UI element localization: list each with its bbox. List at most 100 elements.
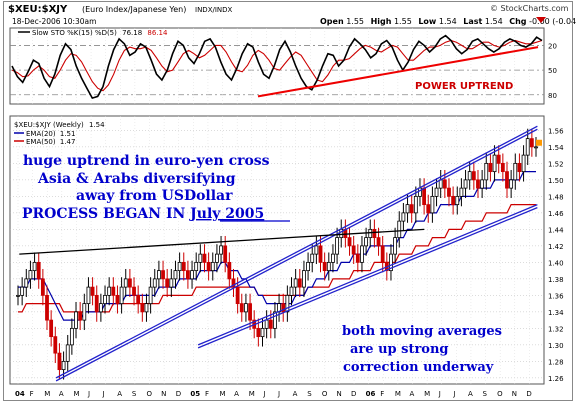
bar-body: [74, 311, 78, 329]
bar-body: [264, 319, 269, 329]
down-arrow-icon: [536, 17, 546, 23]
annotation-line-4-prefix: PROCESS BEGAN IN: [22, 206, 190, 222]
bar-body: [430, 195, 435, 214]
annotation-line-4: PROCESS BEGAN IN July 2005: [22, 206, 264, 222]
bar-body: [173, 270, 178, 280]
bar-body: [455, 195, 460, 206]
bar-body: [331, 253, 335, 263]
sto-tick-labels: 80 50 20: [548, 42, 557, 99]
low-value: 1.54: [439, 17, 457, 26]
bar-body: [248, 303, 252, 321]
bar-body: [376, 237, 381, 247]
ohlc-bar: [418, 178, 422, 207]
bar-body: [467, 171, 472, 181]
sto-series: [11, 34, 543, 100]
bar-body: [115, 294, 120, 305]
exchange-label: INDX/INDX: [195, 6, 233, 14]
ohlc-bar: [219, 235, 223, 265]
x-label-0: 04: [15, 390, 25, 398]
upper-channel-b: [55, 128, 538, 382]
price-tick-1.28: 1.28: [548, 358, 564, 366]
bar-body: [210, 261, 215, 272]
x-label-28: M: [424, 390, 430, 398]
ohlc-bar: [210, 252, 215, 281]
bar-body: [335, 237, 339, 255]
ohlc-bar: [198, 244, 203, 273]
bar-body: [82, 303, 87, 321]
ohlc-bar: [397, 211, 402, 248]
bar-body: [165, 278, 170, 288]
bar-body: [144, 303, 149, 313]
bar-body: [492, 154, 497, 173]
ohlc-bar: [90, 277, 95, 306]
bar-body: [161, 270, 165, 280]
ema20-line: [18, 171, 536, 321]
ohlc-bar: [115, 285, 120, 314]
x-label-26: M: [395, 390, 401, 398]
bar-body: [127, 278, 132, 288]
power-uptrend-annotation: POWER UPTREND: [415, 81, 513, 92]
sto-tick-80: 80: [548, 92, 557, 100]
bar-body: [285, 294, 290, 313]
bar-body: [45, 294, 49, 321]
x-label-6: J: [102, 390, 105, 398]
ohlc-bar: [148, 277, 153, 314]
price-tick-1.26: 1.26: [548, 375, 564, 383]
ohlc-bar: [82, 293, 87, 331]
bar-body: [488, 162, 493, 173]
bar-body: [409, 204, 414, 214]
bar-body: [136, 294, 141, 305]
bar-body: [111, 286, 116, 296]
ohlc-bar: [422, 178, 427, 215]
bar-body: [293, 278, 298, 288]
ohlc-bar: [509, 169, 514, 199]
bar-body: [310, 253, 315, 263]
bar-body: [223, 245, 228, 263]
ohlc-bar: [289, 277, 294, 306]
ohlc-bar: [351, 235, 356, 265]
ohlc-bar: [119, 277, 124, 314]
ohlc-bar: [297, 268, 302, 298]
ohlc-readout: Open 1.55 High 1.55 Low 1.54 Last 1.54 C…: [320, 17, 576, 26]
bar-body: [347, 237, 352, 247]
bar-body: [119, 286, 124, 305]
bar-body: [529, 138, 534, 148]
x-label-12: 05: [190, 390, 200, 398]
bar-body: [235, 286, 240, 305]
annotation-line-1: huge uptrend in euro-yen cross: [23, 153, 270, 169]
ohlc-bar: [331, 244, 335, 273]
ohlc-bars: [16, 128, 542, 380]
ohlc-bar: [285, 285, 290, 322]
bar-body: [152, 278, 157, 288]
ohlc-bar: [521, 145, 526, 182]
ohlc-bar: [372, 219, 377, 248]
ohlc-bar: [161, 260, 165, 289]
price-tick-1.30: 1.30: [548, 342, 564, 350]
ohlc-bar: [123, 268, 128, 298]
x-axis-labels: 04 F M A M J J A S O N D 05 F M A M J J A S O N D 06 F M A M J J A S O N D: [15, 390, 532, 398]
ohlc-bar: [360, 235, 364, 273]
ohlc-bar: [61, 351, 66, 380]
sto-legend: Slow STO %K(15) %D(5) 76.18 86.14: [32, 29, 168, 37]
sto-uptrend-line: [257, 46, 539, 98]
ohlc-bar: [132, 277, 136, 306]
bar-body: [426, 204, 431, 214]
ohlc-bar: [49, 310, 54, 347]
low-label: Low: [418, 17, 437, 26]
bar-body: [401, 212, 406, 222]
bar-body: [169, 278, 174, 288]
ohlc-bar: [467, 161, 472, 190]
x-label-11: D: [176, 390, 181, 398]
x-label-34: N: [512, 390, 517, 398]
bar-body: [57, 352, 62, 371]
bar-body: [219, 245, 223, 255]
bar-body: [476, 179, 480, 189]
bar-body: [442, 179, 447, 189]
x-label-14: M: [220, 390, 226, 398]
bar-body: [148, 286, 153, 305]
ohlc-bar: [500, 153, 505, 182]
bar-body: [471, 171, 476, 181]
bar-body: [434, 187, 439, 197]
bar-body: [103, 294, 107, 305]
bar-body: [24, 278, 29, 288]
